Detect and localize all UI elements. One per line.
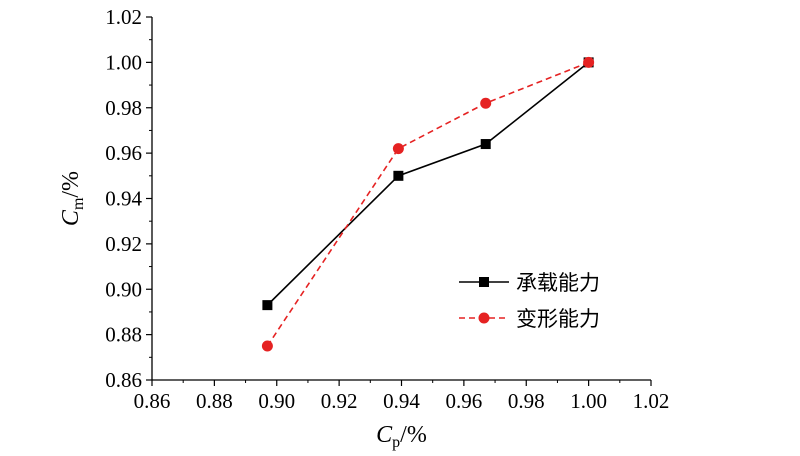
y-tick-label: 1.00 (105, 50, 142, 74)
x-tick-label: 0.98 (508, 389, 545, 413)
x-axis-unit: /% (400, 422, 427, 448)
legend-marker (478, 312, 490, 324)
data-point (393, 170, 404, 181)
data-point (583, 56, 595, 68)
legend-item: 承载能力 (459, 271, 600, 295)
x-tick-label: 0.92 (321, 389, 358, 413)
y-axis-unit: /% (58, 171, 84, 198)
x-tick-label: 0.86 (134, 389, 171, 413)
y-axis-label: Cm/% (58, 171, 87, 226)
series-line (266, 61, 590, 306)
x-axis-ticks: 0.86 0.88 0.90 0.92 0.94 0.96 0.98 1.00 1.02 (134, 380, 670, 413)
y-axis-symbol: C (58, 209, 84, 226)
x-tick-label: 0.88 (196, 389, 233, 413)
y-axis-ticks: 0.86 0.88 0.90 0.92 0.94 0.96 0.98 1.00 1.02 (105, 5, 152, 392)
y-tick-label: 0.96 (105, 141, 142, 165)
x-tick-label: 0.94 (383, 389, 420, 413)
data-point (392, 143, 404, 155)
legend-label: 变形能力 (516, 307, 600, 331)
y-tick-label: 0.90 (105, 277, 142, 301)
series-layer (261, 56, 595, 352)
y-axis-subscript: m (70, 197, 87, 210)
legend-item: 变形能力 (459, 307, 600, 331)
data-point (262, 300, 273, 311)
y-tick-label: 0.92 (105, 232, 142, 256)
y-tick-label: 0.94 (105, 187, 142, 211)
x-axis-symbol: C (376, 422, 393, 448)
x-tick-label: 1.00 (570, 389, 607, 413)
data-point (261, 340, 273, 352)
y-tick-label: 0.86 (105, 368, 142, 392)
legend-label: 承载能力 (516, 271, 600, 295)
legend-marker (479, 277, 489, 287)
x-tick-label: 0.96 (446, 389, 483, 413)
x-axis-subscript: p (392, 434, 400, 451)
series-2 (261, 56, 595, 352)
data-point (480, 139, 491, 150)
data-point (480, 97, 492, 109)
y-tick-label: 0.98 (105, 96, 142, 120)
y-tick-label: 1.02 (105, 5, 142, 29)
y-tick-label: 0.88 (105, 323, 142, 347)
x-tick-label: 1.02 (633, 389, 670, 413)
x-tick-label: 0.90 (258, 389, 295, 413)
series-line (266, 61, 589, 347)
x-axis-label: Cp/% (376, 422, 427, 451)
